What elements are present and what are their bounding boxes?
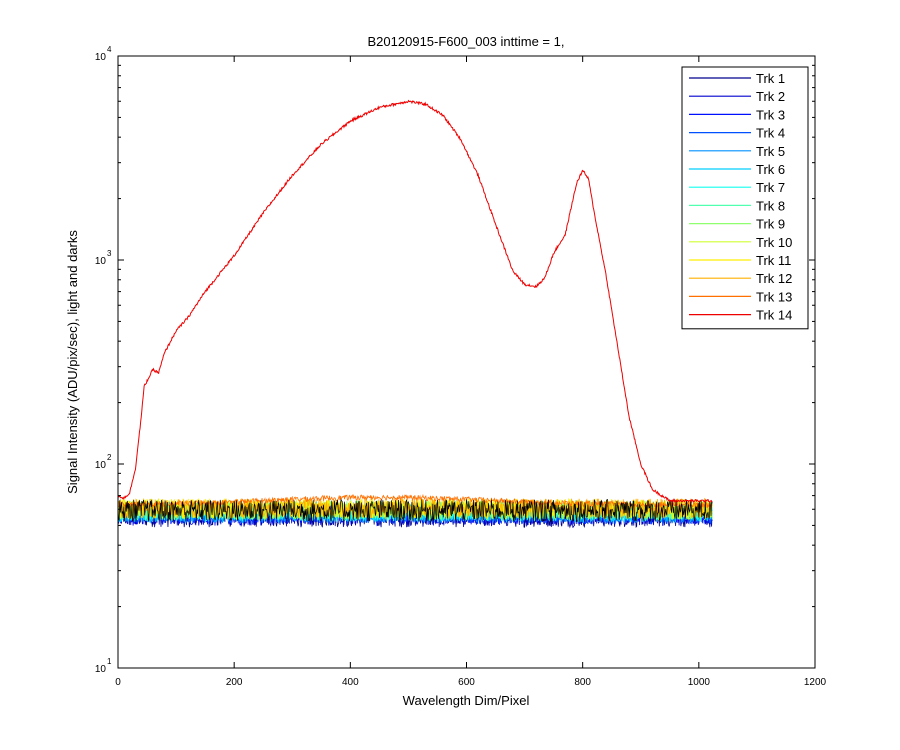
x-tick-label: 1200 xyxy=(804,677,827,688)
x-tick-label: 1000 xyxy=(688,677,711,688)
y-tick-exponent: 2 xyxy=(107,453,112,462)
y-tick-label: 10 xyxy=(95,664,107,675)
legend-label: Trk 4 xyxy=(756,126,785,141)
dark-noise-band xyxy=(117,498,713,523)
series-line-trk-14 xyxy=(117,99,713,504)
series-layer xyxy=(117,99,713,529)
x-tick-label: 600 xyxy=(458,677,475,688)
legend-label: Trk 5 xyxy=(756,144,785,159)
y-tick-exponent: 3 xyxy=(107,249,112,258)
legend-label: Trk 8 xyxy=(756,198,785,213)
legend-label: Trk 7 xyxy=(756,180,785,195)
y-tick-exponent: 4 xyxy=(107,45,112,54)
y-tick-exponent: 1 xyxy=(107,657,112,666)
legend-label: Trk 12 xyxy=(756,271,792,286)
y-axis-title: Signal Intensity (ADU/pix/sec), light an… xyxy=(65,230,80,494)
legend-label: Trk 11 xyxy=(756,253,791,268)
x-axis-title: Wavelength Dim/Pixel xyxy=(403,693,530,708)
y-tick-label: 10 xyxy=(95,256,107,267)
legend-label: Trk 2 xyxy=(756,89,785,104)
y-tick-label: 10 xyxy=(95,52,107,63)
legend-box xyxy=(681,66,809,330)
legend-label: Trk 6 xyxy=(756,162,785,177)
chart-title: B20120915-F600_003 inttime = 1, xyxy=(368,34,565,49)
legend: Trk 1 Trk 2 Trk 3 Trk 4 Trk 5 Trk 6 Trk 7 Trk 8… xyxy=(681,66,809,330)
x-tick-label: 800 xyxy=(574,677,591,688)
x-tick-label: 200 xyxy=(226,677,243,688)
legend-label: Trk 9 xyxy=(756,217,785,232)
x-tick-label: 0 xyxy=(115,677,121,688)
legend-label: Trk 10 xyxy=(756,235,792,250)
legend-label: Trk 1 xyxy=(756,71,785,86)
legend-label: Trk 3 xyxy=(756,107,785,122)
x-tick-label: 400 xyxy=(342,677,359,688)
legend-label: Trk 13 xyxy=(756,289,792,304)
legend-label: Trk 14 xyxy=(756,308,792,323)
y-tick-label: 10 xyxy=(95,460,107,471)
